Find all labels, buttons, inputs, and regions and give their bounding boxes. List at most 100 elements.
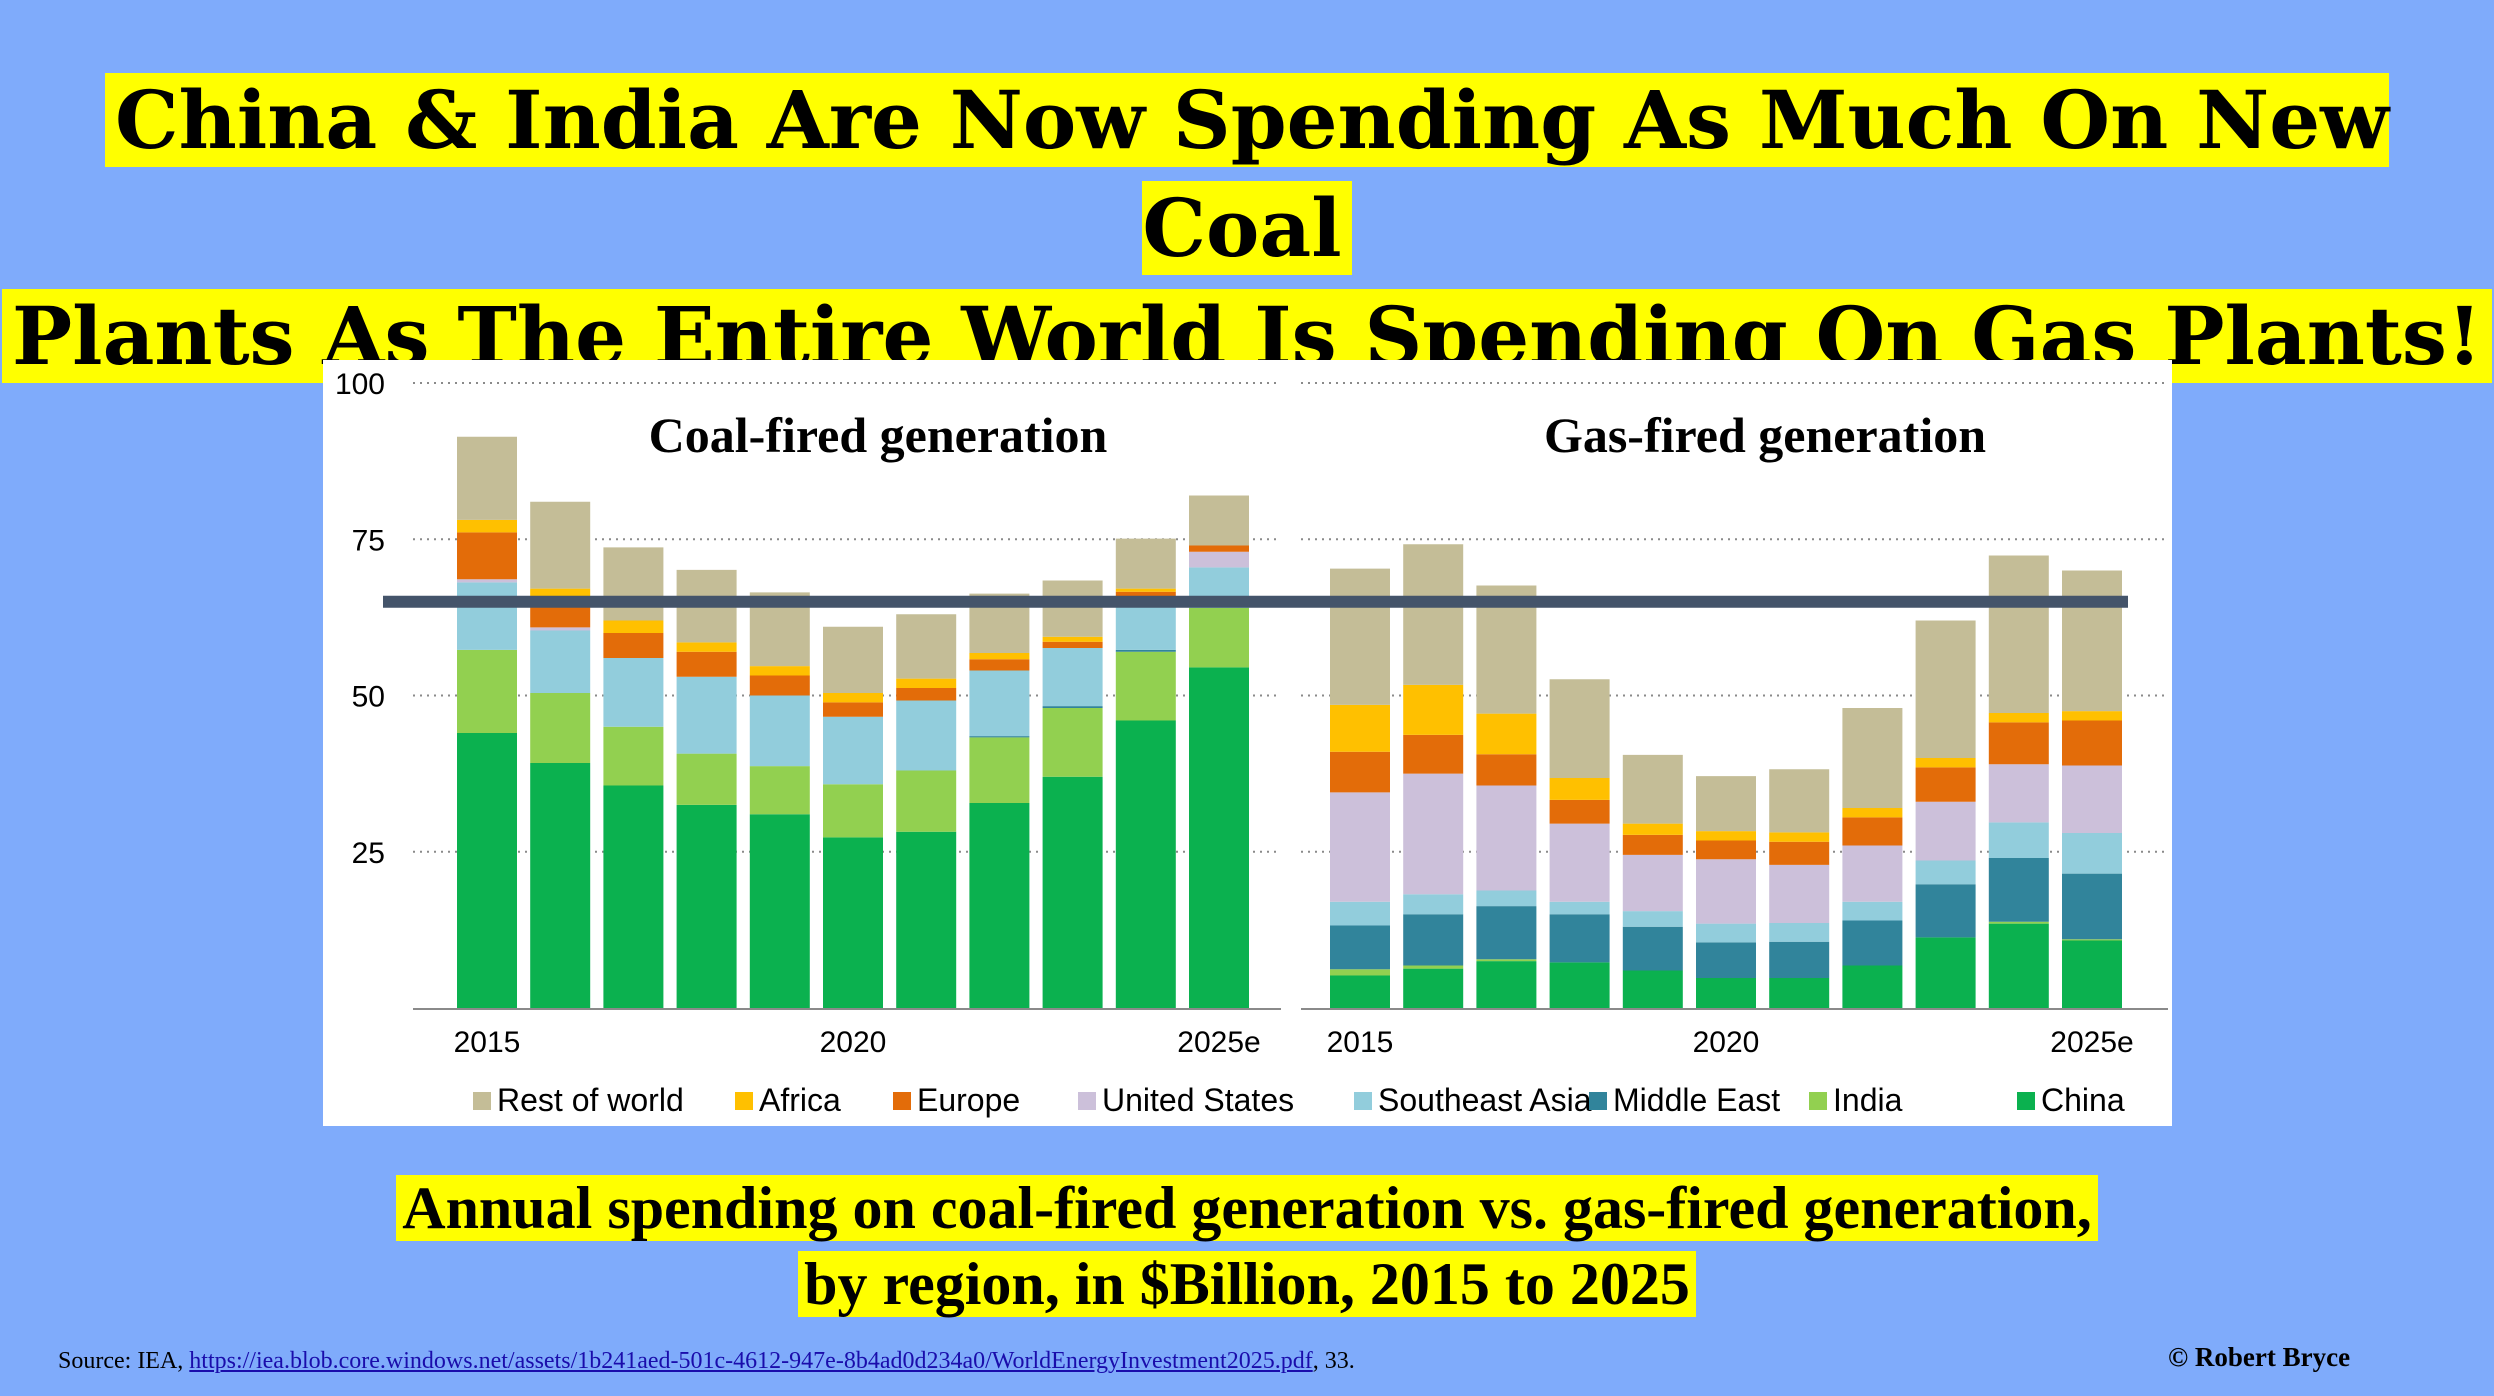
bar-segment-rest-of-world-2025e-panel-2: [2062, 570, 2122, 712]
bar-segment-europe-2025e-panel-1: [1189, 545, 1249, 552]
bar-segment-southeast-asia-2019-panel-1: [749, 695, 810, 767]
y-tick-label-75: 75: [352, 524, 385, 557]
bar-segment-africa-2017-panel-1: [603, 620, 664, 633]
bar-segment-africa-2016-panel-1: [530, 588, 591, 603]
bar-segment-china-2016-panel-1: [530, 763, 591, 1008]
bar-segment-china-2015-panel-2: [1330, 975, 1390, 1008]
bar-segment-india-2024-panel-1: [1115, 651, 1176, 721]
bar-segment-rest-of-world-2016-panel-2: [1403, 544, 1464, 685]
bar-segment-europe-2017-panel-2: [1476, 754, 1537, 786]
bar-segment-africa-2023-panel-2: [1915, 758, 1976, 768]
bar-segment-china-2024-panel-2: [1988, 923, 2049, 1008]
bar-segment-middle-east-2021-panel-2: [1769, 941, 1830, 978]
bar-segment-china-2022-panel-2: [1842, 965, 1903, 1008]
legend-swatch-africa: [735, 1092, 753, 1110]
bar-segment-europe-2017-panel-1: [603, 633, 664, 658]
legend-label-europe: Europe: [917, 1082, 1020, 1118]
bar-segment-southeast-asia-2024-panel-1: [1115, 599, 1176, 650]
bar-segment-africa-2025e-panel-2: [2062, 711, 2122, 721]
bar-segment-india-2015-panel-1: [457, 649, 517, 733]
bar-segment-united-states-2024-panel-2: [1988, 764, 2049, 823]
panel-title-1: Coal-fired generation: [649, 407, 1108, 463]
bar-segment-middle-east-2024-panel-2: [1988, 858, 2049, 922]
bar-segment-china-2024-panel-1: [1115, 720, 1176, 1008]
legend-swatch-southeast-asia: [1354, 1092, 1372, 1110]
legend-swatch-india: [1809, 1092, 1827, 1110]
bar-segment-india-2017-panel-2: [1476, 959, 1537, 962]
bar-segment-africa-2022-panel-1: [969, 653, 1030, 660]
bar-segment-africa-2017-panel-2: [1476, 713, 1537, 755]
bar-segment-united-states-2015-panel-1: [457, 579, 517, 583]
bar-segment-china-2021-panel-2: [1769, 978, 1830, 1008]
bar-segment-china-2025e-panel-1: [1189, 667, 1249, 1008]
source-prefix: Source: IEA,: [58, 1348, 190, 1374]
bar-segment-southeast-asia-2020-panel-1: [823, 716, 883, 785]
bar-segment-southeast-asia-2015-panel-2: [1330, 901, 1390, 926]
bar-segment-china-2023-panel-2: [1915, 937, 1976, 1008]
copyright-notice: © Robert Bryce: [2168, 1342, 2351, 1372]
bar-segment-china-2023-panel-1: [1042, 776, 1103, 1008]
x-tick-label-2015-panel-1: 2015: [454, 1026, 521, 1059]
chart-caption: Annual spending on coal-fired generation…: [0, 1170, 2494, 1322]
bar-segment-africa-2023-panel-1: [1042, 636, 1103, 642]
bar-segment-china-2021-panel-1: [896, 831, 957, 1008]
bar-segment-rest-of-world-2015-panel-2: [1330, 568, 1390, 705]
bar-segment-southeast-asia-2021-panel-1: [896, 700, 957, 771]
bar-segment-rest-of-world-2020-panel-2: [1696, 776, 1756, 832]
bar-segment-china-2017-panel-2: [1476, 961, 1537, 1008]
bar-segment-india-2025e-panel-2: [2062, 939, 2122, 941]
bar-segment-southeast-asia-2023-panel-2: [1915, 860, 1976, 885]
panel-title-2: Gas-fired generation: [1544, 407, 1986, 463]
bar-segment-india-2016-panel-2: [1403, 965, 1464, 969]
bar-segment-europe-2016-panel-1: [530, 602, 591, 628]
bar-segment-europe-2015-panel-1: [457, 532, 517, 580]
bar-segment-africa-2019-panel-1: [749, 666, 810, 676]
bar-segment-africa-2021-panel-1: [896, 678, 957, 688]
bar-segment-rest-of-world-2022-panel-2: [1842, 708, 1903, 808]
bar-segment-india-2017-panel-1: [603, 726, 664, 786]
bar-segment-rest-of-world-2019-panel-2: [1622, 754, 1683, 824]
bar-segment-india-2016-panel-1: [530, 693, 591, 763]
source-link[interactable]: https://iea.blob.core.windows.net/assets…: [189, 1348, 1313, 1374]
bar-segment-southeast-asia-2017-panel-2: [1476, 890, 1537, 907]
bar-segment-china-2018-panel-2: [1549, 962, 1610, 1008]
legend-swatch-middle-east: [1589, 1092, 1607, 1110]
bar-segment-southeast-asia-2021-panel-2: [1769, 923, 1830, 942]
bar-segment-china-2020-panel-1: [823, 837, 883, 1008]
bar-segment-africa-2024-panel-2: [1988, 713, 2049, 723]
bar-segment-china-2025e-panel-2: [2062, 940, 2122, 1008]
bar-segment-rest-of-world-2019-panel-1: [749, 592, 810, 667]
bar-segment-united-states-2022-panel-2: [1842, 845, 1903, 902]
bar-segment-southeast-asia-2025e-panel-2: [2062, 833, 2122, 874]
bar-segment-china-2017-panel-1: [603, 785, 664, 1008]
bar-segment-india-2025e-panel-1: [1189, 608, 1249, 668]
legend-label-united-states: United States: [1102, 1082, 1294, 1118]
caption-line-2: by region, in $Billion, 2015 to 2025: [0, 1246, 2494, 1322]
x-tick-label-2025e-panel-1: 2025e: [1177, 1026, 1260, 1059]
bar-segment-southeast-asia-2022-panel-2: [1842, 901, 1903, 921]
bar-segment-rest-of-world-2018-panel-2: [1549, 679, 1610, 778]
caption-line-1: Annual spending on coal-fired generation…: [0, 1170, 2494, 1246]
bar-segment-china-2019-panel-2: [1622, 970, 1683, 1008]
bar-segment-africa-2015-panel-2: [1330, 704, 1390, 752]
bar-segment-middle-east-2016-panel-2: [1403, 914, 1464, 966]
bar-segment-rest-of-world-2017-panel-2: [1476, 585, 1537, 714]
bar-segment-africa-2020-panel-1: [823, 693, 883, 703]
bar-segment-africa-2019-panel-2: [1622, 823, 1683, 835]
bar-segment-united-states-2025e-panel-2: [2062, 765, 2122, 833]
bar-segment-africa-2018-panel-1: [676, 642, 737, 652]
bar-segment-india-2023-panel-1: [1042, 708, 1103, 777]
bar-segment-united-states-2015-panel-2: [1330, 792, 1390, 902]
legend-label-china: China: [2041, 1082, 2125, 1118]
source-note: Source: IEA, https://iea.blob.core.windo…: [58, 1348, 1355, 1375]
bar-segment-middle-east-2025e-panel-2: [2062, 873, 2122, 940]
bar-segment-china-2020-panel-2: [1696, 978, 1756, 1008]
bar-segment-middle-east-2023-panel-1: [1042, 706, 1103, 708]
bar-segment-united-states-2020-panel-2: [1696, 859, 1756, 924]
bar-segment-europe-2022-panel-1: [969, 659, 1030, 671]
bar-segment-rest-of-world-2016-panel-1: [530, 501, 591, 589]
bar-segment-africa-2022-panel-2: [1842, 808, 1903, 818]
bar-segment-united-states-2021-panel-2: [1769, 864, 1830, 923]
bar-segment-southeast-asia-2015-panel-1: [457, 582, 517, 650]
bar-segment-southeast-asia-2020-panel-2: [1696, 923, 1756, 943]
